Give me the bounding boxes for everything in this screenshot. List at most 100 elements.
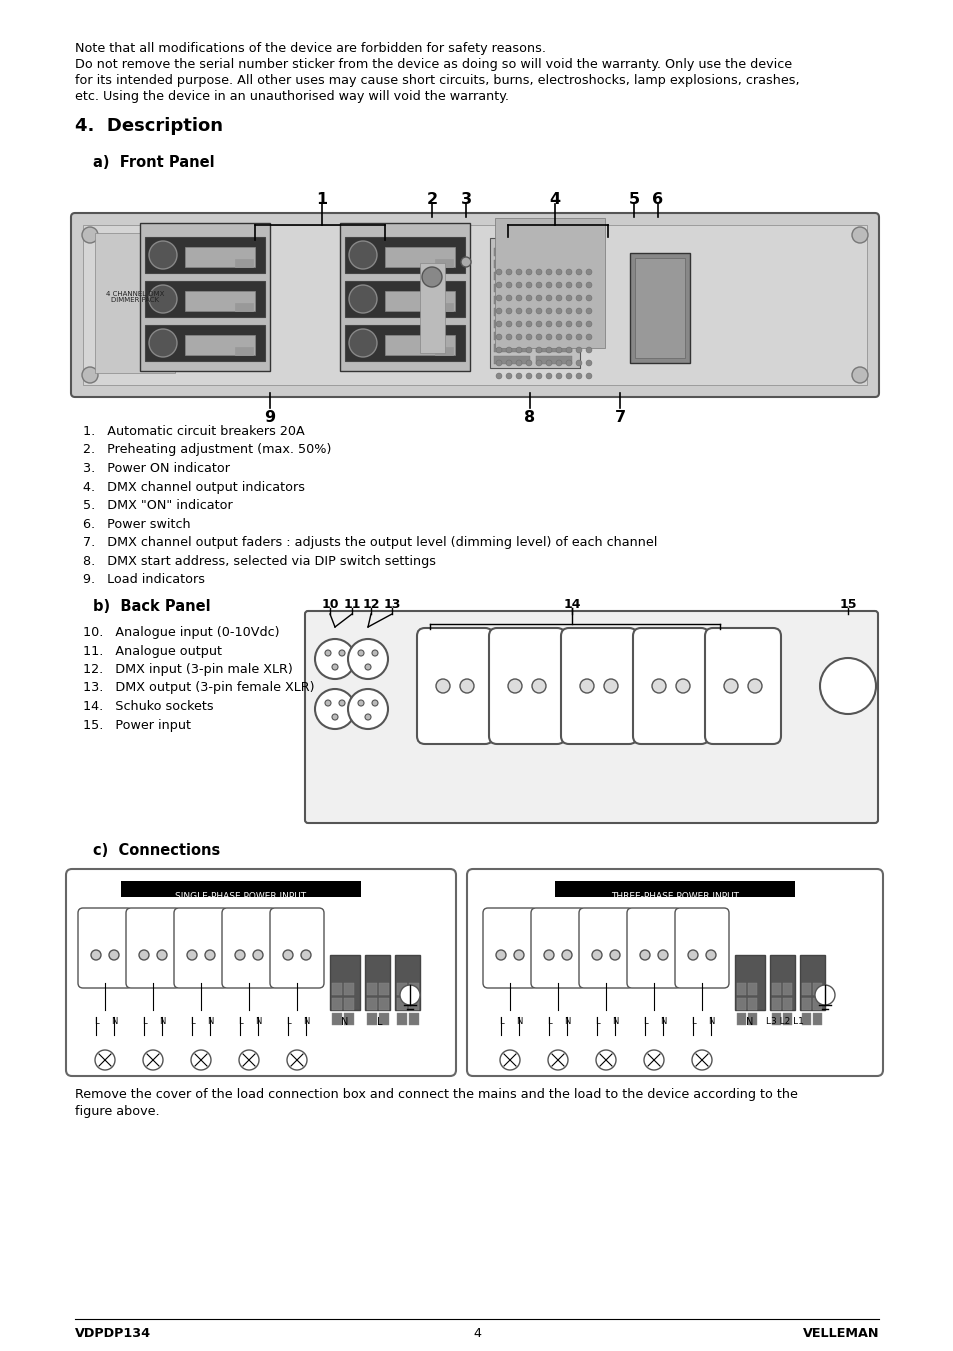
Text: a)  Front Panel: a) Front Panel: [92, 155, 214, 170]
Circle shape: [157, 950, 167, 961]
Circle shape: [545, 269, 552, 276]
Circle shape: [585, 373, 592, 380]
Text: 4: 4: [549, 192, 560, 207]
Circle shape: [525, 322, 532, 327]
Circle shape: [556, 334, 561, 340]
Circle shape: [348, 689, 388, 730]
Text: N: N: [745, 1017, 753, 1027]
Circle shape: [565, 269, 572, 276]
Bar: [734, 955, 764, 1011]
Circle shape: [576, 322, 581, 327]
Circle shape: [283, 950, 293, 961]
Circle shape: [372, 650, 377, 657]
Circle shape: [639, 950, 649, 961]
Bar: [782, 998, 791, 1011]
Circle shape: [585, 359, 592, 366]
Circle shape: [349, 285, 376, 313]
Circle shape: [585, 322, 592, 327]
Circle shape: [705, 950, 716, 961]
Bar: [234, 259, 253, 267]
Circle shape: [556, 373, 561, 380]
Circle shape: [545, 253, 554, 261]
Circle shape: [576, 295, 581, 301]
Text: N: N: [611, 1017, 618, 1025]
Circle shape: [496, 373, 501, 380]
FancyBboxPatch shape: [482, 908, 537, 988]
Bar: [536, 345, 572, 353]
Circle shape: [585, 269, 592, 276]
Bar: [494, 357, 530, 363]
Circle shape: [525, 269, 532, 276]
Bar: [409, 998, 418, 1011]
Circle shape: [338, 700, 345, 707]
Circle shape: [556, 269, 561, 276]
Circle shape: [109, 950, 119, 961]
Bar: [800, 955, 824, 1011]
Bar: [435, 347, 453, 355]
Circle shape: [496, 282, 501, 288]
Text: L: L: [642, 1017, 647, 1025]
Circle shape: [510, 253, 517, 261]
Bar: [771, 1013, 781, 1025]
Circle shape: [314, 639, 355, 680]
Circle shape: [585, 308, 592, 313]
Bar: [555, 881, 794, 897]
Circle shape: [585, 295, 592, 301]
Circle shape: [332, 663, 337, 670]
Bar: [378, 1013, 389, 1025]
Text: N: N: [707, 1017, 714, 1025]
Circle shape: [436, 680, 450, 693]
Text: 9.   Load indicators: 9. Load indicators: [83, 573, 205, 586]
Circle shape: [95, 1050, 115, 1070]
Bar: [782, 1013, 791, 1025]
Bar: [185, 247, 254, 267]
Circle shape: [234, 950, 245, 961]
Circle shape: [365, 713, 371, 720]
Circle shape: [82, 367, 98, 382]
Bar: [737, 1013, 745, 1025]
Circle shape: [585, 334, 592, 340]
Circle shape: [496, 334, 501, 340]
FancyBboxPatch shape: [626, 908, 680, 988]
Bar: [378, 984, 389, 994]
Text: 7: 7: [614, 409, 625, 426]
Circle shape: [191, 1050, 211, 1070]
Text: 4.  Description: 4. Description: [75, 118, 223, 135]
Circle shape: [532, 680, 545, 693]
Text: N: N: [158, 1017, 165, 1025]
Circle shape: [496, 347, 501, 353]
Text: 7.   DMX channel output faders : adjusts the output level (dimming level) of eac: 7. DMX channel output faders : adjusts t…: [83, 536, 657, 549]
Circle shape: [525, 282, 532, 288]
Circle shape: [585, 347, 592, 353]
Text: 4: 4: [473, 1327, 480, 1340]
Circle shape: [348, 639, 388, 680]
Circle shape: [516, 269, 521, 276]
Circle shape: [143, 1050, 163, 1070]
Bar: [812, 1013, 821, 1025]
Circle shape: [82, 227, 98, 243]
Circle shape: [594, 253, 601, 261]
Text: N: N: [207, 1017, 213, 1025]
Circle shape: [545, 334, 552, 340]
Circle shape: [558, 253, 565, 261]
Circle shape: [556, 347, 561, 353]
Bar: [367, 984, 376, 994]
Text: 9: 9: [264, 409, 275, 426]
Circle shape: [505, 282, 512, 288]
Text: L: L: [142, 1017, 146, 1025]
Text: 5.   DMX "ON" indicator: 5. DMX "ON" indicator: [83, 499, 233, 512]
Circle shape: [507, 680, 521, 693]
Circle shape: [499, 1050, 519, 1070]
Circle shape: [505, 269, 512, 276]
Text: N: N: [254, 1017, 261, 1025]
Bar: [332, 984, 341, 994]
Text: 15.   Power input: 15. Power input: [83, 719, 191, 731]
Bar: [737, 984, 745, 994]
Circle shape: [565, 308, 572, 313]
Circle shape: [187, 950, 196, 961]
FancyBboxPatch shape: [270, 908, 324, 988]
Circle shape: [569, 253, 578, 261]
Circle shape: [545, 347, 552, 353]
Text: 13: 13: [383, 598, 400, 611]
Bar: [395, 955, 419, 1011]
